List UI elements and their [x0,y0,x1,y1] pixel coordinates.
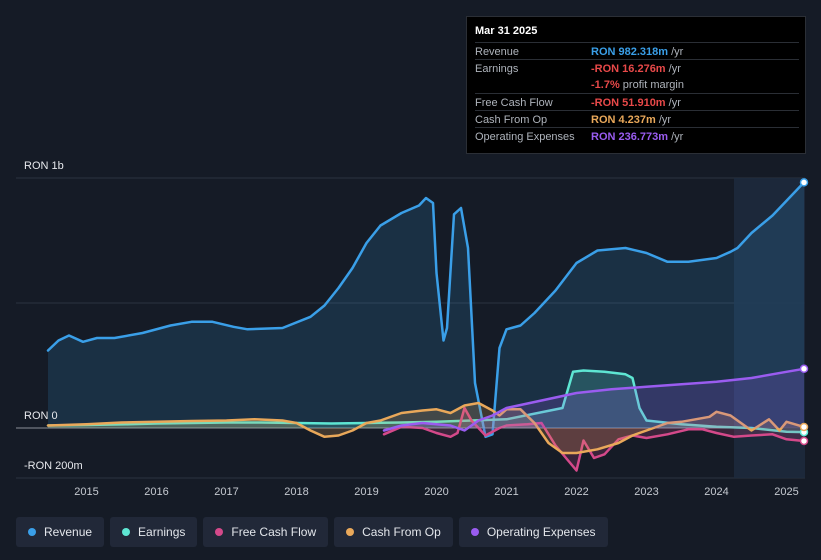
legend-item-operating-expenses[interactable]: Operating Expenses [458,517,608,547]
legend-dot-icon [28,528,36,536]
x-tick-label: 2022 [564,486,588,498]
legend-label: Cash From Op [362,525,441,539]
legend-dot-icon [470,528,479,536]
x-tick-label: 2017 [214,486,238,498]
x-tick-label: 2025 [774,486,798,498]
tooltip-value: -1.7% profit margin [591,79,684,91]
series-area-earnings [48,370,804,433]
tooltip-row-cash-from-op: Cash From Op RON 4.237m /yr [475,110,799,128]
legend-dot-icon [122,528,131,536]
endpoint-marker-operating-expenses [799,364,809,374]
tooltip-label: Operating Expenses [475,131,575,143]
endpoint-marker-free-cash-flow [799,436,809,446]
series-area-free-cash-flow [384,408,804,471]
legend-dot-icon [215,528,224,536]
legend-item-earnings[interactable]: Earnings [110,517,198,547]
tooltip-value: -RON 16.276m /yr [591,63,681,75]
endpoint-marker-revenue [799,178,809,187]
x-tick-label: 2015 [74,486,98,498]
series-line-operating-expenses[interactable] [382,367,806,432]
legend-label: Revenue [44,525,93,539]
legend-item-free-cash-flow[interactable]: Free Cash Flow [203,517,329,547]
x-tick-label: 2016 [144,486,168,498]
legend-label: Free Cash Flow [231,525,317,539]
legend-item-cash-from-op[interactable]: Cash From Op [334,517,453,547]
series-line-revenue[interactable] [46,181,806,439]
y-axis-label-bottom: -RON 200m [24,460,83,472]
tooltip-row-profit-margin: -1.7% profit margin [475,76,799,93]
tooltip-label: Cash From Op [475,114,548,126]
tooltip-row-earnings: Earnings -RON 16.276m /yr [475,59,799,77]
x-tick-label: 2021 [494,486,518,498]
tooltip-row-operating-expenses: Operating Expenses RON 236.773m /yr [475,127,799,145]
series-line-free-cash-flow[interactable] [382,406,806,472]
tooltip-label: Earnings [475,63,519,75]
tooltip-date: Mar 31 2025 [475,25,538,37]
x-tick-label: 2018 [284,486,308,498]
tooltip-value: RON 236.773m /yr [591,131,684,143]
data-tooltip: Mar 31 2025 Revenue RON 982.318m /yr Ear… [466,16,806,154]
tooltip-label: Revenue [475,46,520,58]
legend-dot-icon [346,528,355,536]
series-area-cash-from-op [48,403,804,453]
x-tick-label: 2020 [424,486,448,498]
tooltip-row-revenue: Revenue RON 982.318m /yr [475,42,799,60]
endpoint-marker-cash-from-op [799,422,809,432]
x-tick-label: 2019 [354,486,378,498]
legend-label: Earnings [138,525,186,539]
y-axis-label-zero: RON 0 [24,410,58,422]
legend-label: Operating Expenses [486,525,596,539]
tooltip-row-free-cash-flow: Free Cash Flow -RON 51.910m /yr [475,93,799,111]
y-axis-label-top: RON 1b [24,160,64,172]
tooltip-value: RON 4.237m /yr [591,114,672,126]
tooltip-value: RON 982.318m /yr [591,46,684,58]
x-tick-label: 2023 [634,486,658,498]
tooltip-value: -RON 51.910m /yr [591,97,681,109]
legend-item-revenue[interactable]: Revenue [16,517,105,547]
chart-legend: Revenue Earnings Free Cash Flow Cash Fro… [16,517,608,547]
tooltip-label: Free Cash Flow [475,97,553,109]
x-tick-label: 2024 [704,486,728,498]
